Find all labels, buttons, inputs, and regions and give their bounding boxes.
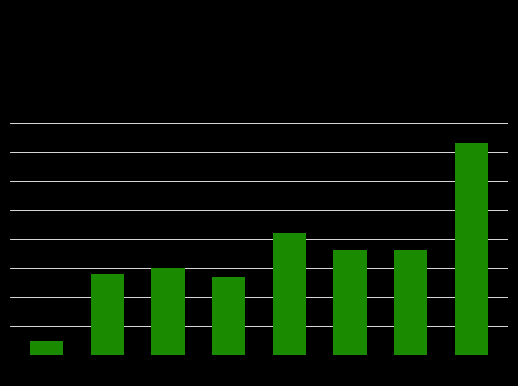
Bar — [455, 143, 488, 355]
Bar — [151, 268, 185, 355]
Bar — [212, 277, 246, 355]
Bar — [91, 274, 124, 355]
Bar — [394, 251, 427, 355]
Bar — [272, 233, 306, 355]
Bar — [333, 251, 367, 355]
Bar — [30, 340, 63, 355]
